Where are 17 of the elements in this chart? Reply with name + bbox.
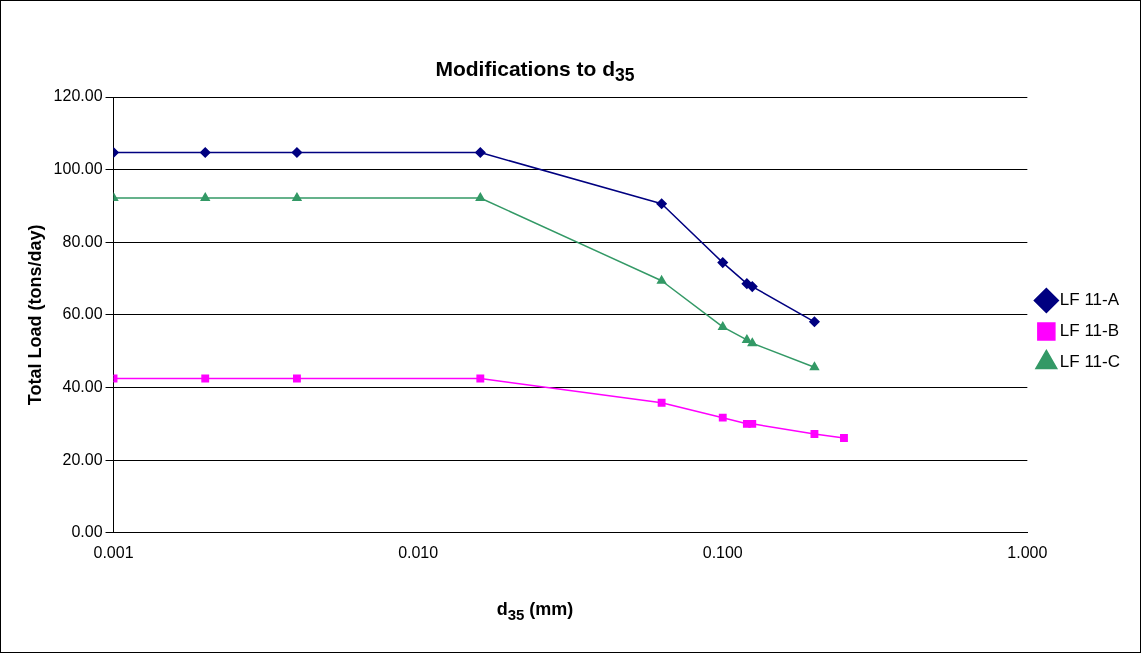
y-tick-label: 40.00 (62, 377, 103, 395)
y-tick-label: 0.00 (71, 523, 103, 541)
y-tick-label: 20.00 (62, 450, 103, 468)
chart-title: Modifications to d$_{35}$ (434, 57, 636, 87)
y-axis-title: Total Load (tons/day) (24, 224, 45, 406)
x-tick-label: 0.001 (93, 543, 134, 561)
y-tick-label: 80.00 (62, 232, 103, 250)
legend-label: LF 11-B (1059, 321, 1120, 341)
x-axis-title: d$_{35}$ (mm) (495, 599, 575, 623)
y-tick-label: 60.00 (62, 305, 103, 323)
x-tick-label: 0.010 (398, 543, 439, 561)
x-tick-label: 1.000 (1007, 543, 1048, 561)
x-tick-label: 0.100 (702, 543, 743, 561)
legend-label: LF 11-A (1059, 290, 1120, 310)
legend-label: LF 11-C (1059, 352, 1121, 372)
y-tick-label: 100.00 (53, 160, 103, 178)
y-tick-label: 120.00 (53, 87, 103, 105)
